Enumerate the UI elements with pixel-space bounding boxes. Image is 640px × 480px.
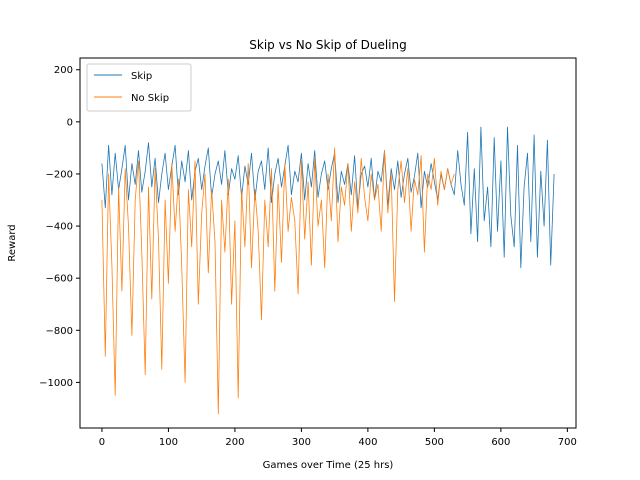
y-tick-label: −600 xyxy=(46,274,73,285)
x-tick-label: 100 xyxy=(159,437,178,448)
series-line-skip xyxy=(101,126,555,269)
x-axis-title: Games over Time (25 hrs) xyxy=(263,460,394,471)
y-tick-label: −1000 xyxy=(39,378,73,389)
plot-area xyxy=(79,57,577,429)
chart-title: Skip vs No Skip of Dueling xyxy=(249,38,406,52)
x-tick-label: 0 xyxy=(99,437,105,448)
y-axis-title: Reward xyxy=(7,224,18,261)
series-line-no-skip xyxy=(101,147,455,415)
y-tick-label: −200 xyxy=(46,169,73,180)
y-tick-label: 200 xyxy=(54,65,73,76)
x-tick-label: 200 xyxy=(225,437,244,448)
y-tick-label: −800 xyxy=(46,326,73,337)
legend: Skip No Skip xyxy=(86,63,192,112)
y-axis: −1000 −800 −600 −400 −200 0 200 xyxy=(39,65,80,389)
x-tick-label: 600 xyxy=(491,437,510,448)
legend-box xyxy=(86,63,192,112)
x-tick-label: 700 xyxy=(558,437,577,448)
x-tick-label: 500 xyxy=(425,437,444,448)
x-tick-label: 300 xyxy=(292,437,311,448)
plot-frame xyxy=(79,57,577,429)
legend-label-skip: Skip xyxy=(131,71,152,82)
y-tick-label: −400 xyxy=(46,222,73,233)
legend-label-no-skip: No Skip xyxy=(131,93,169,104)
x-axis: 0 100 200 300 400 500 600 700 xyxy=(99,428,577,448)
x-tick-label: 400 xyxy=(358,437,377,448)
y-tick-label: 0 xyxy=(67,117,73,128)
series-layer xyxy=(101,126,555,415)
